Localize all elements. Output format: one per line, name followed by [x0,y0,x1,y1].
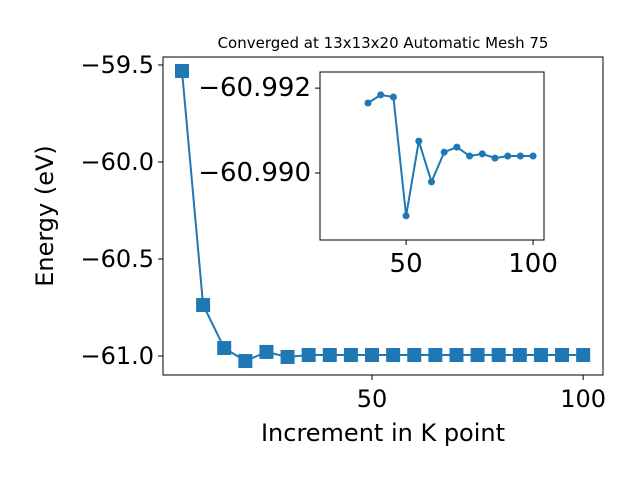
marker [466,152,474,160]
marker [516,152,524,160]
marker [504,152,512,160]
marker [415,137,423,145]
marker [512,348,527,363]
x-tick-label: 50 [357,385,388,413]
y-axis-label: Energy (eV) [31,145,59,287]
chart-title: Converged at 13x13x20 Automatic Mesh 75 [218,34,549,52]
y-tick-label: −60.5 [80,245,154,273]
marker [491,348,506,363]
marker [453,143,461,151]
marker [470,348,485,363]
y-tick-label: −60.990 [198,158,311,188]
marker [386,348,401,363]
marker [533,348,548,363]
marker [238,354,253,369]
marker [322,348,337,363]
marker [402,212,410,220]
marker [365,348,380,363]
y-tick-label: −60.992 [198,73,311,103]
marker [440,148,448,156]
marker [555,348,570,363]
marker [389,93,397,101]
marker [196,297,211,312]
marker [280,349,295,364]
x-tick-label: 100 [560,385,606,413]
marker [175,63,190,78]
marker [427,178,435,186]
x-tick-label: 100 [508,249,558,279]
x-axis-label: Increment in K point [261,419,505,447]
marker [449,348,464,363]
marker [364,99,372,107]
marker [491,154,499,162]
marker [377,91,385,99]
marker [343,348,358,363]
y-tick-label: −61.0 [80,342,154,370]
marker [407,348,422,363]
marker [301,348,316,363]
marker [478,150,486,158]
marker [428,348,443,363]
marker [576,348,591,363]
marker [259,344,274,359]
marker [217,341,232,356]
y-tick-label: −60.0 [80,148,154,176]
x-tick-label: 50 [390,249,423,279]
y-tick-label: −59.5 [80,51,154,79]
marker [529,152,537,160]
